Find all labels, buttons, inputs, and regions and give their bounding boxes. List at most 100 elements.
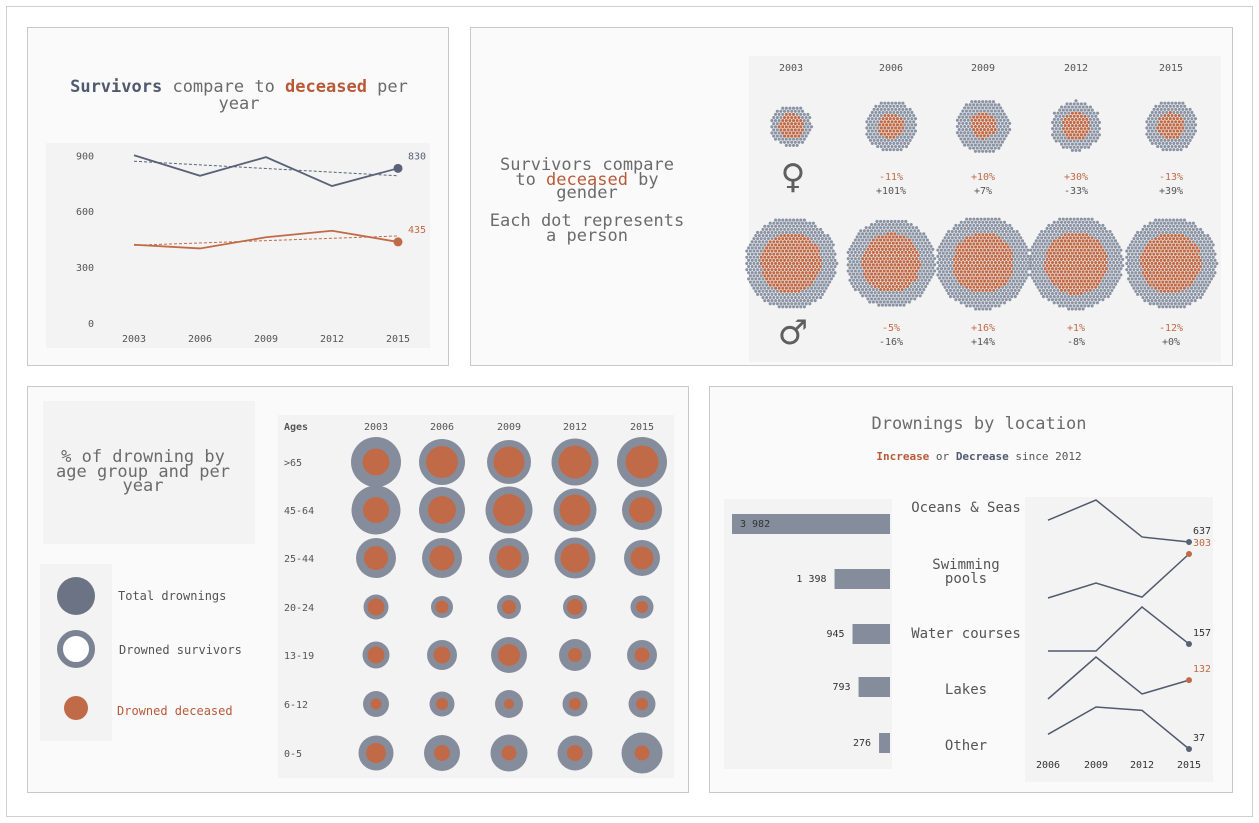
bubble-deceased: [504, 699, 514, 709]
location-label: pools: [945, 571, 987, 587]
age-label: 0-5: [284, 749, 302, 760]
spark-x-label: 2015: [1177, 760, 1201, 771]
female-change-deceased: +30%: [1064, 172, 1088, 183]
female-change-survivors: -33%: [1064, 186, 1088, 197]
bubble-deceased: [501, 745, 517, 761]
age-label: 45-64: [284, 506, 314, 517]
x-tick-label: 2003: [122, 334, 146, 345]
location-svg: Drownings by location Increase or Decrea…: [724, 414, 1213, 782]
sparkline-end-point: [1186, 640, 1192, 647]
sparkline-end-label: 637: [1193, 526, 1211, 537]
bubble-deceased: [370, 698, 382, 710]
p4-subtitle: Increase or Decrease since 2012: [876, 450, 1081, 463]
bubble-deceased: [366, 743, 386, 763]
female-change-deceased: -13%: [1159, 172, 1183, 183]
p1-line-chart: 900 600 300 0 2003 2006 2009 2012 2015 830 435: [76, 151, 426, 345]
legend-survivors-label: Drowned survivors: [119, 643, 242, 657]
bubble-deceased: [433, 646, 451, 664]
bubble-deceased: [364, 546, 388, 570]
bubble-deceased: [502, 600, 516, 614]
location-label: Oceans & Seas: [911, 500, 1021, 516]
bar-value-label: 3 982: [740, 519, 770, 530]
location-label: Other: [945, 738, 987, 754]
bar-value-label: 1 398: [796, 574, 826, 585]
dot-cluster: [1051, 99, 1101, 152]
age-group-panel: % of drowning by age group and per year …: [27, 386, 689, 793]
sparkline-end-point: [1186, 677, 1192, 684]
bubble-deceased: [558, 445, 592, 479]
age-svg: % of drowning by age group and per year …: [40, 401, 674, 778]
dashboard-frame: [6, 6, 1253, 817]
year-header: 2006: [430, 422, 454, 433]
location-sparkline: [1047, 499, 1190, 543]
dot-cluster: [1125, 218, 1219, 309]
p3-grid-bg: [278, 415, 674, 778]
p4-title: Drownings by location: [872, 414, 1087, 434]
male-change-deceased: -5%: [882, 323, 900, 334]
x-tick-label: 2009: [254, 334, 278, 345]
bubble-deceased: [567, 745, 583, 761]
series-end-point: [393, 163, 403, 173]
location-sparkline: [1047, 656, 1190, 700]
location-label: Water courses: [911, 626, 1021, 642]
male-symbol: ♂: [778, 313, 808, 353]
female-symbol: ♀: [781, 157, 806, 197]
dot-cluster: [936, 217, 1032, 311]
female-change-survivors: +39%: [1159, 186, 1183, 197]
female-change-deceased: +10%: [971, 172, 995, 183]
p3-title-bg: [43, 401, 255, 544]
legend-total-icon: [57, 577, 95, 615]
p1-title-line2: year: [219, 94, 260, 114]
location-sparkline: [1047, 553, 1190, 599]
legend-survivors-icon: [57, 630, 95, 668]
sparkline-end-label: 157: [1193, 628, 1211, 639]
series-end-label: 435: [408, 225, 426, 236]
bubble-deceased: [625, 445, 659, 479]
bubble-deceased: [634, 647, 650, 663]
male-change-survivors: -8%: [1067, 337, 1085, 348]
p4-spark-bg: [1025, 497, 1213, 782]
dot-cluster: [1029, 217, 1125, 311]
series-line: [133, 229, 399, 250]
year-header: 2006: [879, 63, 903, 74]
location-bar: [858, 677, 890, 697]
female-change-deceased: -11%: [879, 172, 903, 183]
bubble-deceased: [568, 648, 582, 662]
legend-deceased-label: Drowned deceased: [117, 704, 233, 718]
bubble-deceased: [498, 644, 520, 666]
bubble-deceased: [567, 599, 583, 615]
p1-title-line1: Survivors compare to deceased per: [70, 77, 408, 97]
year-header: 2009: [497, 422, 521, 433]
location-label: Swimming: [932, 557, 999, 573]
location-panel: Drownings by location Increase or Decrea…: [709, 386, 1233, 793]
series-line: [133, 154, 399, 187]
bar-value-label: 945: [826, 629, 844, 640]
bubble-deceased: [436, 698, 448, 710]
x-tick-label: 2006: [188, 334, 212, 345]
bubble-deceased: [428, 496, 456, 524]
male-change-survivors: -16%: [879, 337, 903, 348]
bubble-deceased: [435, 600, 449, 614]
bubble-deceased: [569, 698, 581, 710]
age-label: >65: [284, 458, 302, 469]
bubble-deceased: [636, 698, 648, 710]
year-header: 2003: [779, 63, 803, 74]
male-change-deceased: -12%: [1159, 323, 1183, 334]
female-change-survivors: +7%: [974, 186, 992, 197]
bubble-deceased: [362, 448, 390, 476]
spark-x-label: 2012: [1130, 760, 1154, 771]
sparkline-end-label: 132: [1193, 664, 1211, 675]
year-header: 2012: [563, 422, 587, 433]
dot-cluster: [955, 100, 1012, 153]
year-header: 2009: [971, 63, 995, 74]
p3-bubble-grid: 2003 2006 2009 2012 2015 >65 45-64 25-44 20-24 13…: [284, 422, 667, 774]
gender-panel: Survivors compare to deceased by gender …: [470, 27, 1233, 366]
gender-svg: Survivors compare to deceased by gender …: [490, 56, 1221, 362]
location-label: Lakes: [945, 682, 987, 698]
p2-title-line3: gender: [556, 183, 617, 203]
dot-cluster: [770, 106, 814, 147]
spark-x-label: 2009: [1084, 760, 1108, 771]
ages-header: Ages: [284, 422, 308, 433]
legend-deceased-icon: [64, 696, 88, 720]
location-sparkline: [1048, 606, 1190, 652]
